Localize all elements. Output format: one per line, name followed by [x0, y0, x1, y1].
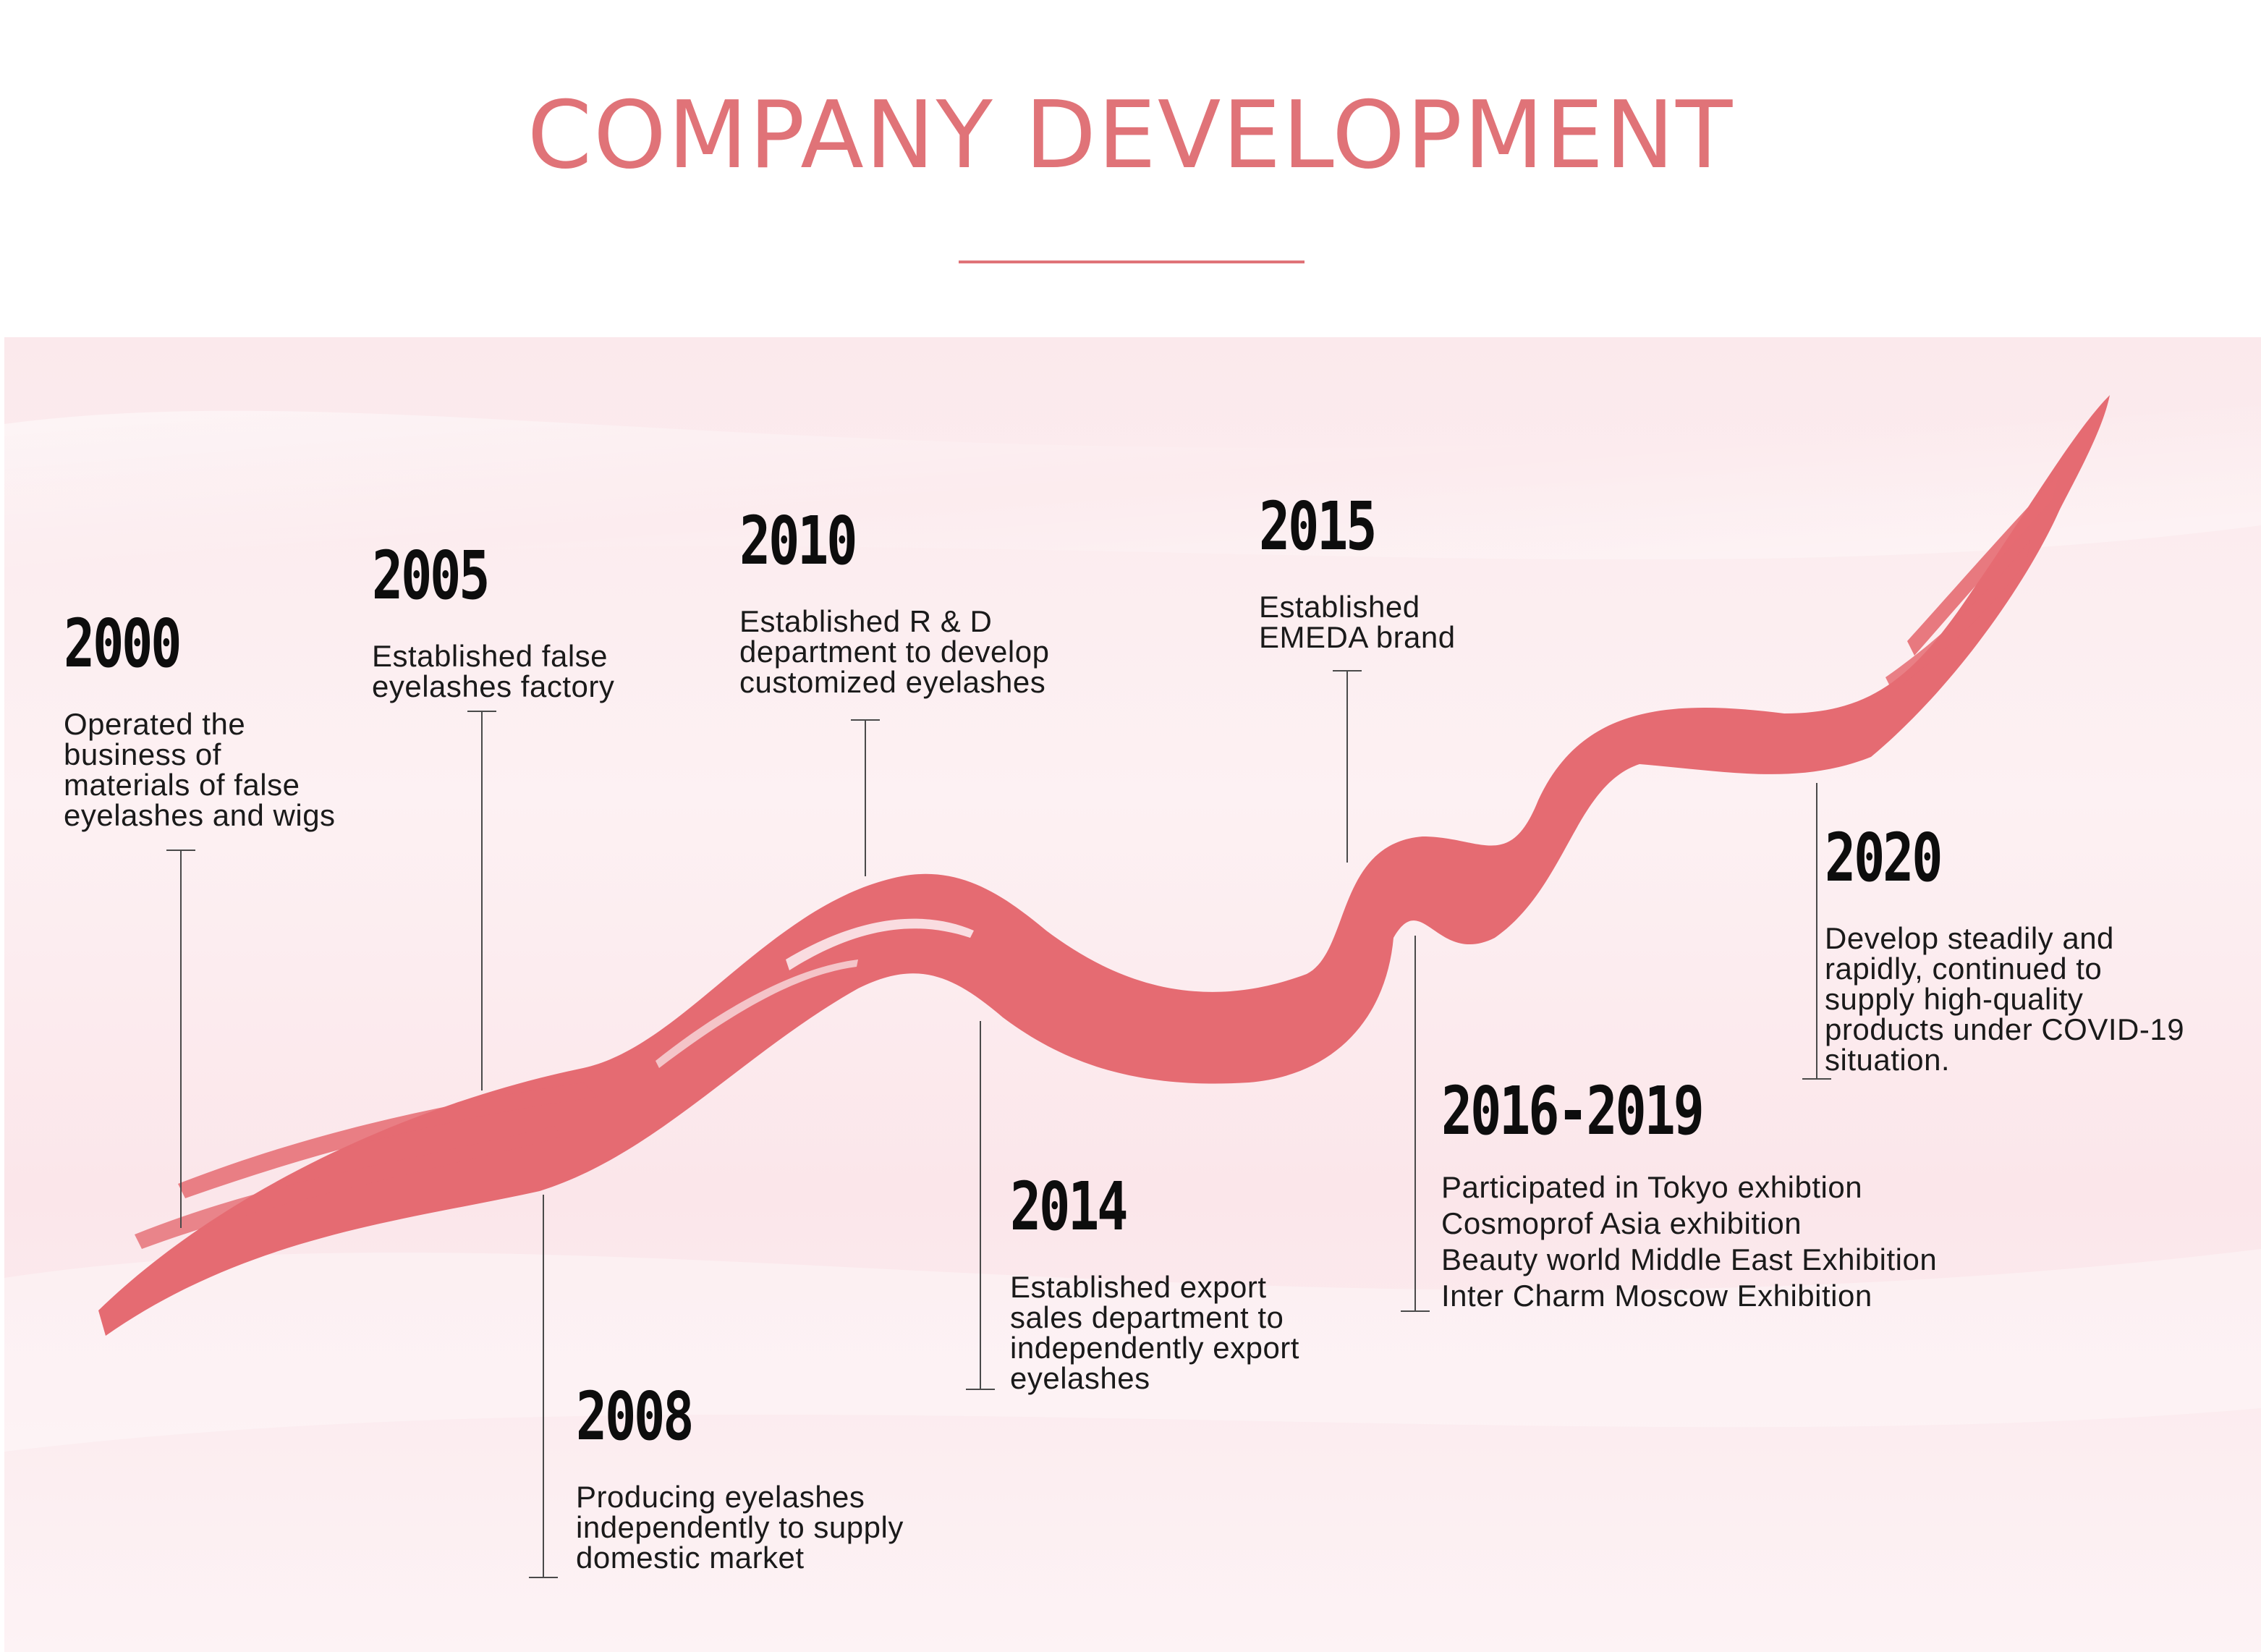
milestone-year: 2008 [576, 1378, 694, 1455]
description-line: department to develop [739, 635, 1050, 669]
milestone-description: Established R & D department to develop … [739, 606, 1049, 698]
description-line: materials of false [64, 768, 300, 802]
connector-2016-2019 [1401, 936, 1430, 1312]
milestone-description: Established EMEDA brand [1259, 592, 1456, 653]
connector-2014 [966, 1021, 995, 1390]
milestone-2015: 2015 Established EMEDA brand [1259, 489, 1456, 653]
milestone-year: 2005 [372, 537, 490, 614]
description-line: independently export [1010, 1331, 1299, 1365]
page-title: COMPANY DEVELOPMENT [527, 82, 1734, 190]
milestone-year: 2015 [1259, 488, 1377, 565]
connector-2020 [1802, 783, 1831, 1080]
connector-2010 [851, 719, 880, 876]
title-divider [959, 260, 1305, 263]
description-line: Operated the [64, 707, 246, 741]
connector-lines [166, 670, 1831, 1578]
description-line: situation. [1825, 1043, 1951, 1077]
description-line: supply high-quality [1825, 982, 2084, 1016]
connector-2015 [1333, 670, 1362, 863]
timeline-artwork [4, 395, 2261, 1578]
description-line: customized eyelashes [739, 665, 1046, 699]
milestone-2000: 2000 Operated the business of materials … [64, 606, 336, 831]
milestone-description: Participated in Tokyo exhibtion Cosmopro… [1441, 1169, 1937, 1314]
milestone-2005: 2005 Established false eyelashes factory [372, 538, 614, 702]
milestone-year: 2020 [1825, 819, 1943, 897]
description-line: eyelashes [1010, 1361, 1150, 1395]
brush-stroke-ribbon [98, 395, 2110, 1336]
milestone-description: Established export sales department to i… [1010, 1272, 1299, 1394]
milestone-2008: 2008 Producing eyelashes independently t… [576, 1379, 904, 1573]
description-line: Inter Charm Moscow Exhibition [1441, 1279, 1872, 1313]
milestone-year: 2014 [1010, 1168, 1128, 1245]
description-line: Participated in Tokyo exhibtion [1441, 1170, 1863, 1204]
milestone-year: 2010 [739, 502, 857, 580]
milestone-description: Established false eyelashes factory [372, 641, 614, 702]
description-line: Established [1259, 590, 1420, 624]
timeline-panel: 2000 Operated the business of materials … [4, 337, 2261, 1652]
connector-2000 [166, 850, 195, 1228]
description-line: Established export [1010, 1270, 1267, 1304]
description-line: Established R & D [739, 604, 993, 638]
milestone-description: Operated the business of materials of fa… [64, 709, 336, 831]
connector-2008 [529, 1195, 558, 1578]
background-mist-2 [4, 1249, 2261, 1452]
milestone-2010: 2010 Established R & D department to dev… [739, 504, 1049, 698]
milestone-description: Develop steadily and rapidly, continued … [1825, 923, 2184, 1075]
milestone-year: 2000 [64, 605, 182, 682]
description-line: rapidly, continued to [1825, 952, 2103, 986]
milestone-description: Producing eyelashes independently to sup… [576, 1482, 904, 1573]
description-line: Producing eyelashes [576, 1480, 865, 1514]
description-line: Established false [372, 639, 608, 673]
description-line: independently to supply [576, 1510, 904, 1544]
milestone-2016-2019: 2016-2019 Participated in Tokyo exhibtio… [1441, 1074, 1937, 1314]
background-mist-1 [4, 395, 2261, 576]
description-line: products under COVID-19 [1825, 1012, 2185, 1046]
description-line: Beauty world Middle East Exhibition [1441, 1242, 1938, 1276]
description-line: eyelashes and wigs [64, 798, 336, 832]
milestone-2020: 2020 Develop steadily and rapidly, conti… [1825, 821, 2184, 1075]
description-line: eyelashes factory [372, 669, 615, 703]
milestone-2014: 2014 Established export sales department… [1010, 1169, 1299, 1394]
description-line: EMEDA brand [1259, 620, 1456, 654]
description-line: domestic market [576, 1541, 805, 1575]
milestone-year: 2016-2019 [1441, 1072, 1705, 1150]
description-line: business of [64, 737, 221, 771]
description-line: sales department to [1010, 1300, 1284, 1334]
description-line: Cosmoprof Asia exhibition [1441, 1206, 1802, 1240]
connector-2005 [467, 711, 496, 1090]
description-line: Develop steadily and [1825, 921, 2114, 955]
